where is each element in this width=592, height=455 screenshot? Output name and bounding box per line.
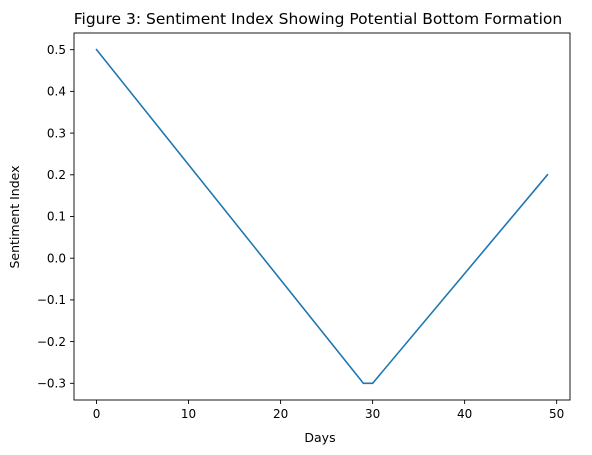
x-tick-label: 10 (181, 407, 196, 421)
y-tick-label: 0.2 (47, 168, 66, 182)
y-tick-label: 0.5 (47, 43, 66, 57)
x-tick-label: 50 (549, 407, 564, 421)
x-tick-label: 20 (273, 407, 288, 421)
y-tick-label: 0.4 (47, 85, 66, 99)
y-tick-label: 0.0 (47, 251, 66, 265)
chart-title: Figure 3: Sentiment Index Showing Potent… (74, 10, 562, 28)
series-line-0 (95, 48, 549, 385)
plot-area: 0 10 20 30 40 50 −0.3 −0.2 −0.1 0.0 0.1 0.2 0.3 0.4 0.… (37, 32, 571, 421)
x-tick-label: 40 (457, 407, 472, 421)
x-axis-label: Days (304, 430, 335, 445)
y-tick-label: −0.3 (37, 377, 66, 391)
y-tick-label: −0.1 (37, 293, 66, 307)
y-tick-label: 0.1 (47, 210, 66, 224)
x-tick-label: 0 (93, 407, 101, 421)
y-tick-label: −0.2 (37, 335, 66, 349)
y-axis-label: Sentiment Index (7, 166, 22, 269)
axes-frame (73, 32, 571, 401)
y-tick-label: 0.3 (47, 126, 66, 140)
x-tick-label: 30 (365, 407, 380, 421)
